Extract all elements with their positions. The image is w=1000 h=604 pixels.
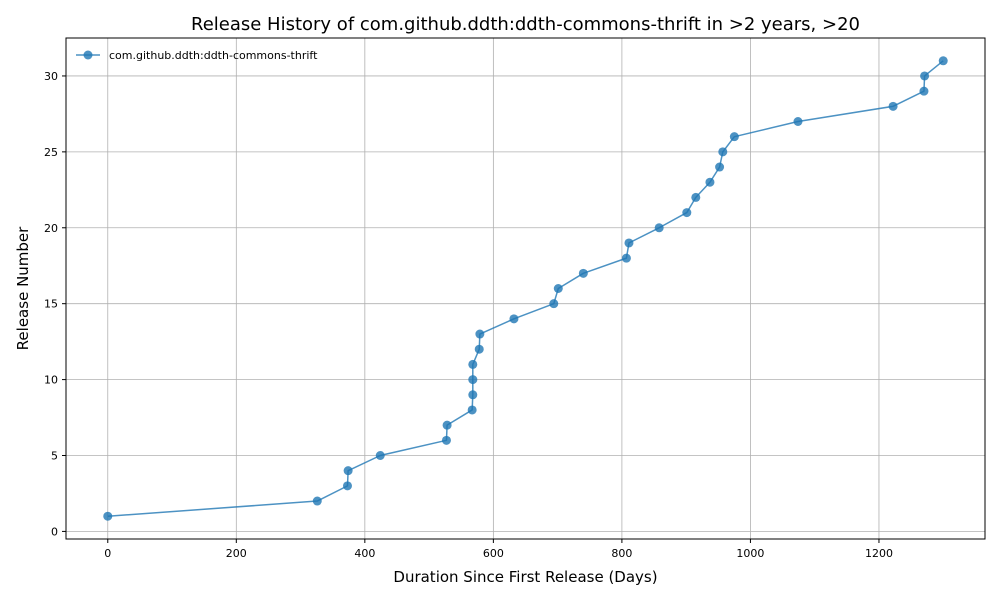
data-point	[468, 359, 478, 369]
data-point	[715, 162, 725, 172]
data-point	[549, 299, 559, 309]
legend-marker-swatch	[83, 50, 93, 60]
data-point	[553, 284, 563, 293]
series-layer	[103, 56, 948, 521]
axis-ticks: 0 200 400 600 800 1000 1200 0 5 10 15 20 25 30	[44, 70, 893, 560]
data-point	[441, 435, 451, 445]
x-tick-label: 1000	[736, 547, 764, 560]
x-tick-label: 800	[611, 547, 632, 560]
data-point	[793, 117, 803, 126]
y-tick-label: 5	[51, 450, 58, 463]
data-point	[474, 344, 484, 354]
chart-title: Release History of com.github.ddth:ddth-…	[191, 14, 860, 35]
data-point	[691, 192, 701, 202]
data-point	[342, 481, 352, 491]
data-point	[103, 511, 113, 521]
x-tick-label: 600	[483, 547, 504, 560]
data-point	[475, 329, 485, 339]
data-point	[919, 86, 929, 96]
x-tick-label: 1200	[865, 547, 893, 560]
x-tick-label: 200	[226, 547, 247, 560]
x-tick-label: 0	[104, 547, 111, 560]
plot-frame	[65, 37, 986, 540]
data-point	[729, 132, 739, 142]
data-point	[343, 466, 353, 476]
grid-lines	[66, 38, 985, 539]
data-point	[468, 375, 478, 385]
y-axis-label: Release Number	[14, 226, 32, 350]
data-point	[375, 451, 385, 460]
data-point	[654, 223, 664, 233]
y-tick-label: 15	[44, 298, 58, 311]
data-point	[509, 314, 519, 324]
y-tick-label: 10	[44, 374, 58, 387]
y-tick-label: 30	[44, 70, 58, 83]
y-tick-label: 0	[51, 525, 58, 538]
data-point	[468, 390, 478, 400]
y-tick-label: 25	[44, 146, 58, 159]
data-point	[888, 101, 898, 111]
data-point	[920, 71, 930, 81]
data-point	[312, 496, 322, 506]
data-point	[467, 405, 477, 415]
data-point	[718, 147, 728, 157]
y-tick-label: 20	[44, 222, 58, 235]
legend: com.github.ddth:ddth-commons-thrift	[76, 49, 318, 62]
data-point	[621, 253, 631, 263]
data-point	[938, 56, 948, 66]
data-point	[682, 208, 692, 218]
x-axis-label: Duration Since First Release (Days)	[393, 568, 657, 586]
data-point	[705, 177, 715, 187]
data-point	[624, 238, 634, 248]
x-tick-label: 400	[354, 547, 375, 560]
data-point	[578, 268, 588, 278]
data-point	[442, 420, 452, 430]
legend-label: com.github.ddth:ddth-commons-thrift	[109, 49, 318, 62]
